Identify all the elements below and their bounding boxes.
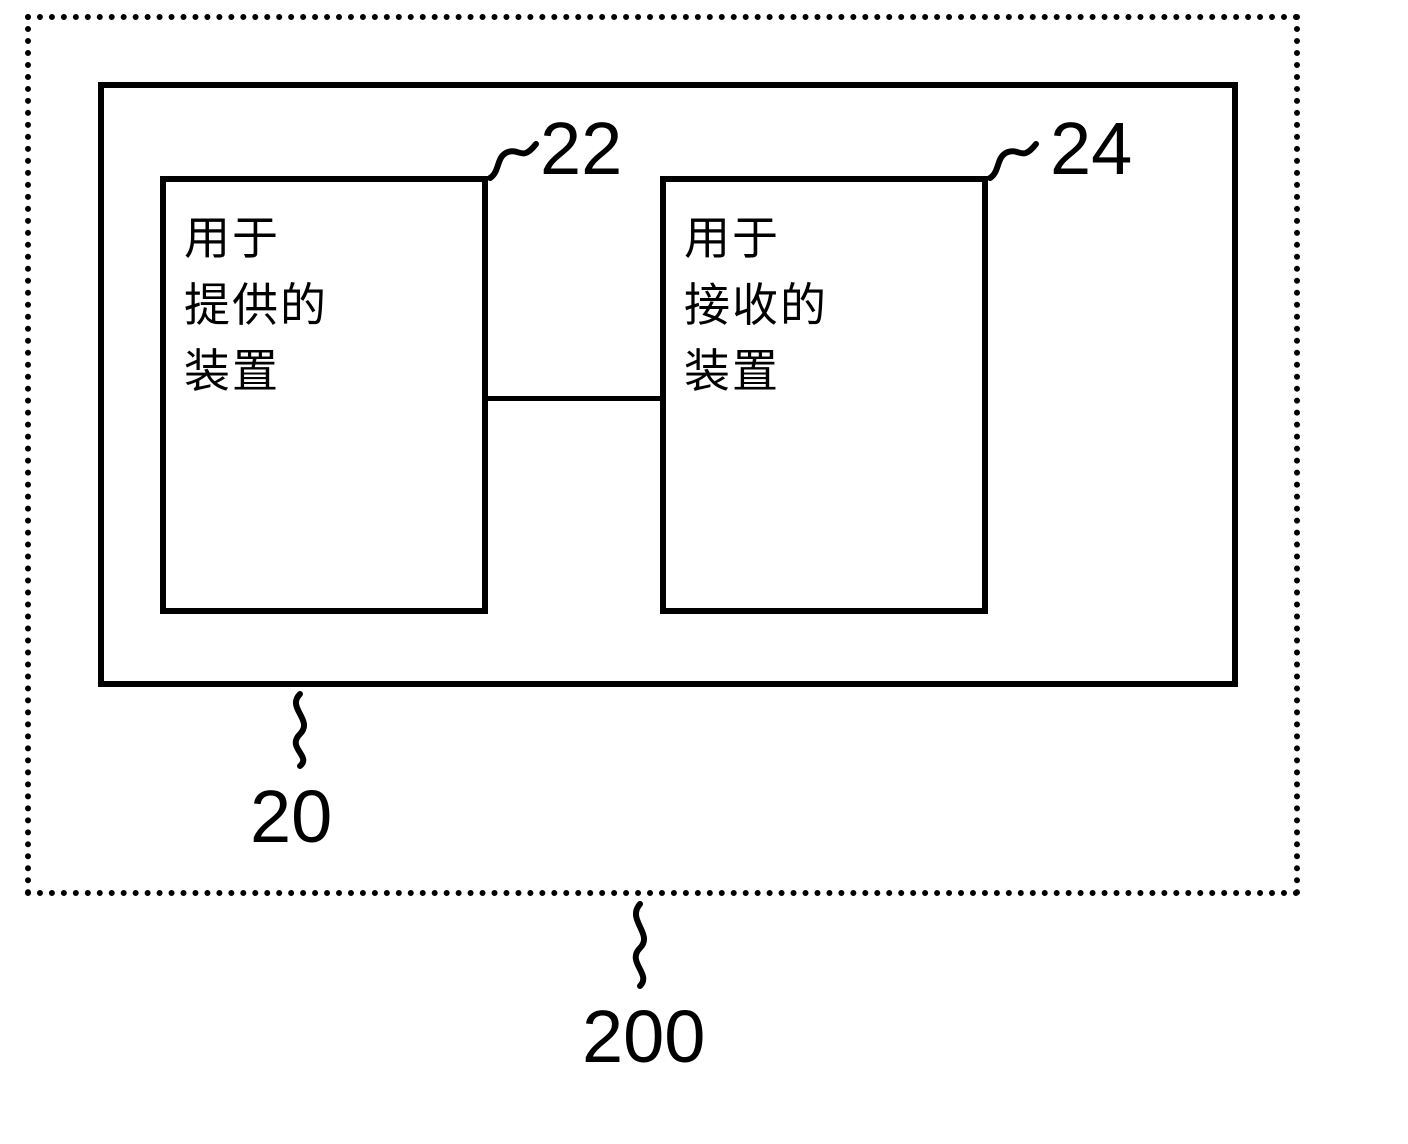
right-box-line3: 装置 xyxy=(684,339,828,406)
right-box-text: 用于 接收的 装置 xyxy=(684,206,828,406)
label-200: 200 xyxy=(582,994,705,1079)
connector-line xyxy=(488,396,660,401)
label-22: 22 xyxy=(540,106,622,191)
left-box-line2: 提供的 xyxy=(184,273,328,340)
label-24: 24 xyxy=(1050,106,1132,191)
left-box-line3: 装置 xyxy=(184,339,328,406)
label-20: 20 xyxy=(250,774,332,859)
squiggle-20 xyxy=(278,690,322,770)
squiggle-24 xyxy=(986,138,1042,182)
squiggle-200 xyxy=(618,900,662,990)
right-box-line2: 接收的 xyxy=(684,273,828,340)
right-box-line1: 用于 xyxy=(684,206,828,273)
left-box-text: 用于 提供的 装置 xyxy=(184,206,328,406)
squiggle-22 xyxy=(486,138,542,182)
left-box-line1: 用于 xyxy=(184,206,328,273)
